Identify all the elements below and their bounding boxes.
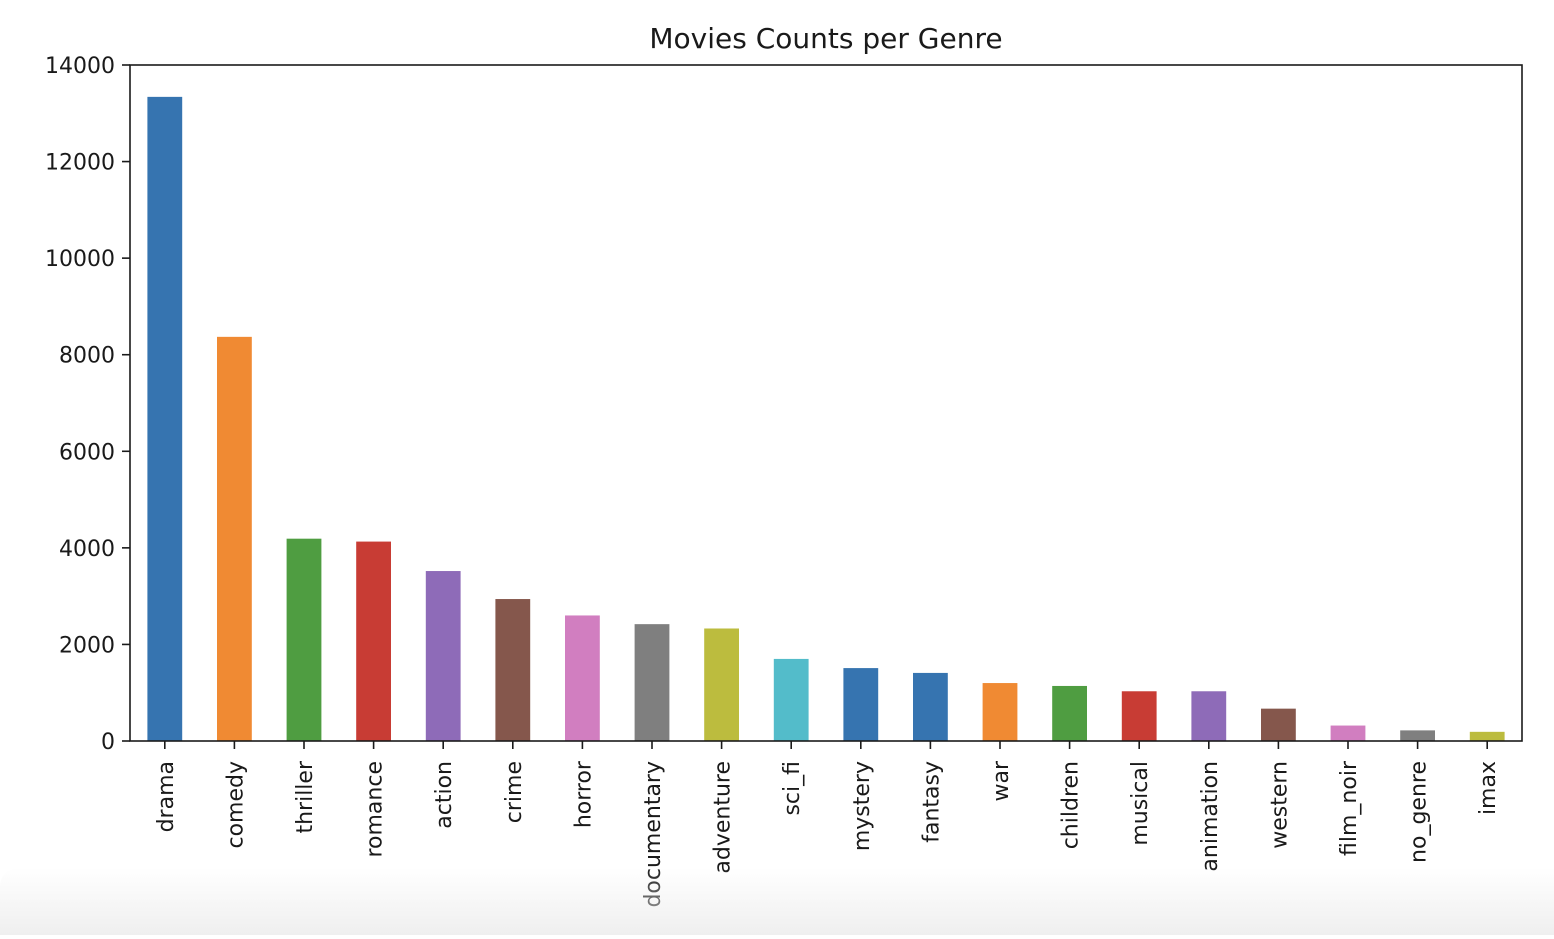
- x-tick-label: no_genre: [1407, 761, 1432, 863]
- bar-action: [425, 571, 461, 741]
- bar-series: [147, 96, 1505, 741]
- y-tick-label: 10000: [45, 247, 115, 272]
- x-tick-label: mystery: [850, 761, 875, 851]
- x-tick-label: horror: [571, 760, 596, 828]
- bar-mystery: [843, 668, 879, 741]
- bar-animation: [1191, 691, 1227, 741]
- y-axis: 0 2000 4000 6000 8000 10000 12000 14000: [45, 54, 130, 755]
- chart-title: Movies Counts per Genre: [649, 22, 1002, 55]
- bar-war: [982, 683, 1018, 741]
- x-tick-label: war: [989, 760, 1014, 801]
- x-tick-label: fantasy: [919, 761, 944, 843]
- x-tick-label: film_noir: [1337, 760, 1362, 856]
- x-tick-label: adventure: [711, 761, 736, 874]
- x-tick-label: musical: [1128, 761, 1153, 846]
- bar-film-noir: [1330, 725, 1366, 741]
- bar-no-genre: [1400, 730, 1435, 741]
- x-tick-label: sci_fi: [780, 761, 805, 816]
- x-tick-label: romance: [363, 761, 388, 858]
- bar-thriller: [286, 538, 322, 741]
- x-tick-label: thriller: [293, 760, 318, 833]
- y-tick-label: 12000: [45, 151, 115, 176]
- bar-children: [1052, 685, 1087, 741]
- y-tick-label: 2000: [59, 633, 115, 658]
- x-tick-label: comedy: [223, 761, 248, 849]
- x-tick-label: children: [1059, 761, 1084, 849]
- y-tick-label: 6000: [59, 440, 115, 465]
- x-tick-label: imax: [1476, 761, 1501, 815]
- bar-documentary: [634, 624, 670, 741]
- y-tick-label: 0: [101, 730, 115, 755]
- bar-drama: [147, 96, 183, 741]
- x-tick-label: drama: [154, 761, 179, 832]
- bar-imax: [1469, 731, 1505, 741]
- x-tick-label: crime: [502, 761, 527, 823]
- bar-horror: [565, 615, 600, 741]
- bar-fantasy: [913, 672, 948, 741]
- plot-frame: [129, 64, 1523, 742]
- x-axis: drama comedy thriller romance action crime hor…: [154, 741, 1501, 908]
- y-tick-label: 4000: [59, 537, 115, 562]
- bar-sci-fi: [773, 658, 809, 741]
- y-tick-label: 14000: [45, 54, 115, 79]
- x-tick-label: action: [432, 761, 457, 829]
- x-tick-label: animation: [1198, 761, 1223, 872]
- bar-crime: [495, 599, 531, 741]
- bar-comedy: [217, 336, 252, 741]
- bar-western: [1261, 708, 1296, 741]
- bar-romance: [356, 541, 391, 741]
- bar-adventure: [704, 628, 739, 741]
- y-tick-label: 8000: [59, 344, 115, 369]
- x-tick-label: documentary: [641, 761, 666, 908]
- bar-musical: [1121, 691, 1157, 741]
- x-tick-label: western: [1267, 761, 1292, 849]
